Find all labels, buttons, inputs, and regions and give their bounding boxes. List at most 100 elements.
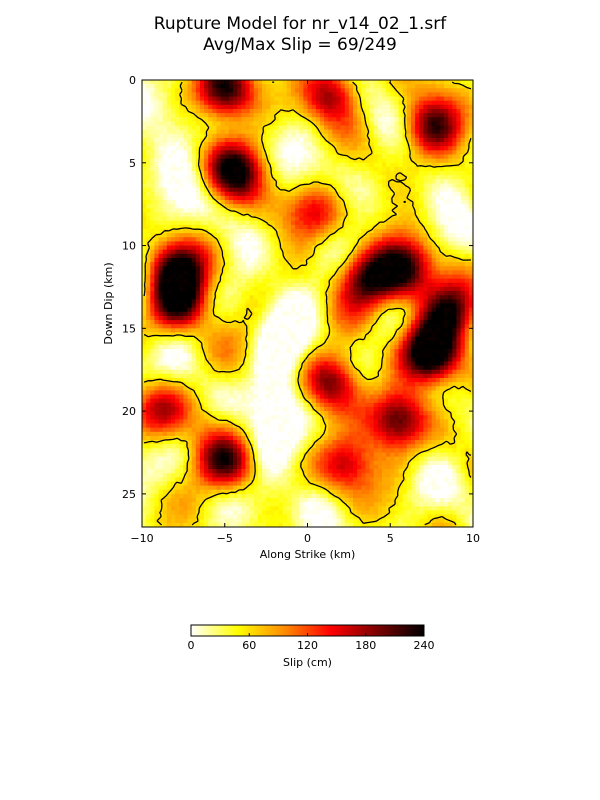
heatmap-cell — [402, 150, 408, 155]
heatmap-cell — [266, 146, 271, 151]
heatmap-cell — [398, 299, 404, 304]
heatmap-cell — [311, 303, 317, 309]
heatmap-cell — [208, 133, 213, 139]
heatmap-cell — [150, 117, 155, 122]
heatmap-cell — [423, 113, 428, 118]
heatmap-cell — [311, 282, 317, 288]
heatmap-cell — [419, 208, 424, 213]
heatmap-cell — [146, 80, 151, 85]
heatmap-cell — [274, 88, 279, 93]
heatmap-cell — [319, 125, 325, 131]
heatmap-cell — [162, 315, 168, 321]
heatmap-cell — [303, 320, 308, 325]
heatmap-cell — [419, 253, 424, 259]
heatmap-cell — [183, 274, 188, 280]
heatmap-cell — [410, 212, 416, 217]
heatmap-cell — [353, 229, 358, 234]
heatmap-cell — [295, 274, 300, 280]
heatmap-cell — [233, 320, 238, 325]
heatmap-cell — [353, 200, 358, 205]
heatmap-cell — [340, 320, 346, 325]
heatmap-cell — [142, 245, 147, 251]
heatmap-cell — [253, 104, 259, 110]
heatmap-cell — [142, 154, 147, 160]
heatmap-cell — [460, 332, 466, 338]
heatmap-cell — [286, 303, 292, 309]
heatmap-cell — [415, 179, 420, 184]
heatmap-cell — [158, 241, 164, 246]
heatmap-cell — [348, 142, 354, 147]
heatmap-cell — [328, 249, 333, 255]
heatmap-cell — [402, 80, 408, 85]
heatmap-cell — [162, 108, 168, 114]
heatmap-cell — [357, 233, 362, 238]
heatmap-cell — [228, 121, 234, 126]
heatmap-cell — [357, 137, 362, 143]
heatmap-cell — [299, 166, 304, 172]
heatmap-cell — [410, 125, 416, 131]
heatmap-cell — [175, 175, 180, 180]
heatmap-cell — [365, 282, 370, 288]
heatmap-cell — [195, 146, 201, 151]
heatmap-cell — [290, 200, 296, 205]
heatmap-cell — [290, 125, 296, 131]
heatmap-cell — [208, 88, 213, 93]
heatmap-cell — [208, 311, 213, 317]
heatmap-cell — [208, 162, 213, 168]
heatmap-cell — [286, 92, 292, 97]
heatmap-cell — [303, 315, 308, 321]
heatmap-cell — [245, 129, 250, 135]
heatmap-cell — [332, 195, 337, 201]
heatmap-cell — [179, 171, 184, 176]
heatmap-cell — [344, 216, 350, 222]
heatmap-cell — [344, 204, 350, 209]
heatmap-cell — [410, 133, 416, 139]
heatmap-cell — [402, 84, 408, 89]
heatmap-cell — [220, 84, 226, 89]
heatmap-cell — [319, 108, 325, 114]
heatmap-cell — [224, 171, 230, 176]
heatmap-cell — [290, 142, 296, 147]
heatmap-cell — [460, 282, 466, 288]
heatmap-cell — [261, 303, 267, 309]
heatmap-cell — [344, 311, 350, 317]
heatmap-cell — [142, 80, 147, 85]
heatmap-cell — [195, 80, 201, 85]
heatmap-cell — [307, 171, 313, 176]
heatmap-cell — [307, 187, 313, 193]
heatmap-cell — [290, 249, 296, 255]
heatmap-cell — [390, 142, 395, 147]
heatmap-cell — [162, 142, 168, 147]
heatmap-cell — [361, 117, 366, 122]
heatmap-cell — [361, 249, 366, 255]
heatmap-cell — [415, 187, 420, 193]
heatmap-cell — [348, 307, 354, 313]
heatmap-cell — [233, 154, 238, 160]
heatmap-cell — [142, 315, 147, 321]
heatmap-cell — [299, 150, 304, 155]
heatmap-cell — [398, 129, 404, 135]
heatmap-cell — [212, 121, 217, 126]
heatmap-cell — [150, 332, 155, 338]
heatmap-cell — [386, 84, 391, 89]
heatmap-cell — [220, 216, 226, 222]
heatmap-cell — [220, 92, 226, 97]
heatmap-cell — [220, 299, 226, 304]
heatmap-cell — [448, 295, 453, 300]
heatmap-cell — [245, 80, 250, 85]
heatmap-cell — [216, 286, 222, 292]
heatmap-cell — [328, 282, 333, 288]
heatmap-cell — [377, 229, 383, 234]
heatmap-cell — [150, 195, 155, 201]
heatmap-cell — [158, 249, 164, 255]
heatmap-cell — [361, 274, 366, 280]
heatmap-cell — [423, 146, 428, 151]
heatmap-cell — [270, 257, 275, 263]
heatmap-cell — [423, 117, 428, 122]
heatmap-cell — [315, 257, 321, 263]
heatmap-cell — [435, 175, 441, 180]
heatmap-cell — [142, 191, 147, 197]
heatmap-cell — [410, 233, 416, 238]
heatmap-cell — [419, 150, 424, 155]
heatmap-cell — [319, 175, 325, 180]
